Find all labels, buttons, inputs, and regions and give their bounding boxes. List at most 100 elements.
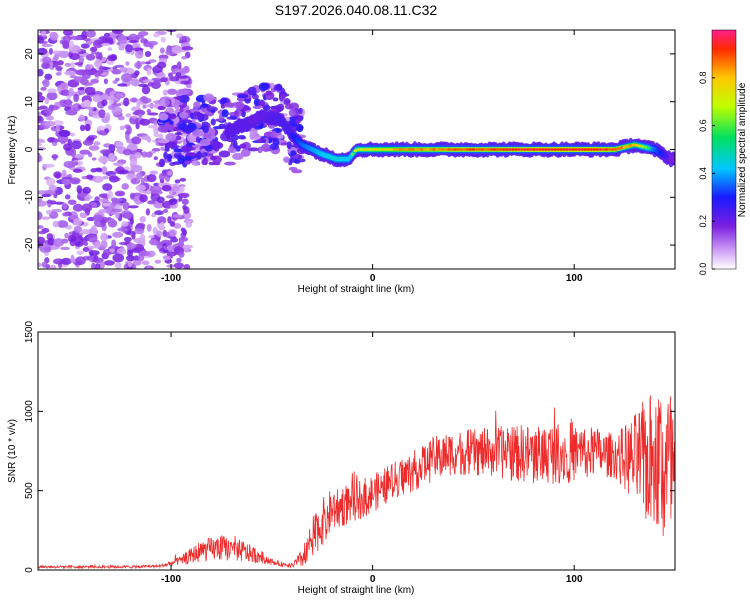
noise-blob [99, 208, 107, 213]
noise-blob [57, 85, 63, 93]
transition-blob [288, 161, 293, 166]
noise-blob [146, 109, 152, 114]
noise-blob [73, 93, 80, 103]
noise-blob [48, 211, 59, 219]
noise-blob [40, 86, 47, 91]
noise-blob [105, 37, 114, 42]
noise-blob [102, 183, 113, 191]
noise-blob [158, 133, 164, 140]
noise-blob [108, 175, 120, 183]
noise-blob [62, 178, 70, 186]
ridge-peak [393, 148, 397, 151]
noise-blob [112, 253, 125, 263]
noise-blob [139, 233, 146, 242]
noise-blob [148, 59, 157, 63]
ridge-peak [556, 148, 560, 151]
noise-blob [52, 138, 60, 143]
noise-blob [108, 152, 115, 161]
noise-blob [173, 223, 182, 229]
noise-blob [148, 239, 158, 245]
noise-blob [172, 185, 181, 192]
noise-blob [149, 170, 158, 175]
noise-blob [161, 184, 172, 192]
noise-blob [75, 256, 86, 266]
ridge-peak [417, 148, 421, 151]
noise-blob [160, 36, 166, 43]
noise-blob [147, 112, 159, 116]
noise-blob [93, 141, 101, 146]
noise-blob [136, 99, 141, 108]
transition-blob [292, 115, 303, 120]
snr-y-axis-label: SNR (10 * v/v) [7, 419, 18, 483]
noise-blob [64, 232, 69, 239]
ridge-peak [513, 148, 518, 151]
noise-blob [126, 125, 132, 135]
noise-blob [121, 183, 129, 190]
noise-blob [166, 88, 178, 95]
transition-blob [167, 114, 177, 120]
noise-blob [153, 132, 160, 138]
noise-blob [52, 50, 64, 55]
noise-blob [134, 152, 142, 159]
transition-blob [286, 141, 292, 150]
noise-blob [138, 83, 149, 88]
noise-blob [167, 170, 173, 176]
noise-blob [49, 31, 59, 41]
noise-blob [98, 198, 109, 202]
ridge-peak [610, 148, 615, 151]
noise-blob [146, 137, 152, 143]
transition-blob [210, 118, 216, 126]
ridge-peak [389, 148, 394, 151]
noise-blob [170, 237, 179, 243]
transition-blob [269, 143, 280, 151]
ridge-core [664, 154, 669, 160]
transition-blob [172, 161, 183, 165]
transition-blob [288, 108, 297, 117]
ridge-band [672, 154, 675, 164]
noise-blob [92, 175, 104, 183]
noise-blob [150, 81, 161, 90]
transition-blob [261, 139, 266, 144]
transition-blob [202, 132, 213, 139]
colorbar-label: Normalized spectral amplitude [737, 82, 748, 217]
noise-blob [179, 177, 187, 182]
noise-blob [83, 38, 90, 42]
noise-blob [117, 227, 128, 232]
ridge-peak [535, 148, 539, 151]
spectrogram-x-axis-label: Height of straight line (km) [298, 284, 415, 295]
ridge-peak [402, 148, 406, 151]
noise-blob [61, 169, 67, 177]
noise-blob [129, 97, 139, 103]
noise-blob [86, 174, 94, 180]
noise-blob [174, 179, 181, 184]
noise-blob [81, 203, 93, 213]
noise-blob [181, 198, 189, 205]
y-tick-label: -10 [24, 190, 35, 205]
noise-blob [159, 221, 165, 230]
noise-blob [130, 177, 141, 185]
noise-blob [168, 72, 174, 78]
noise-blob [135, 184, 146, 192]
ridge-peak [529, 148, 533, 151]
noise-blob [178, 239, 184, 248]
transition-blob [193, 101, 201, 109]
noise-blob [64, 70, 76, 76]
transition-blob [202, 125, 209, 134]
noise-blob [38, 106, 44, 111]
ridge-peak [523, 148, 527, 151]
colorbar-tick-label: 0.2 [698, 215, 708, 228]
transition-blob [157, 139, 170, 144]
noise-blob [169, 198, 178, 205]
transition-blob [224, 161, 236, 166]
noise-blob [181, 55, 188, 60]
noise-blob [167, 216, 172, 224]
ridge-peak [604, 148, 609, 151]
noise-blob [124, 213, 132, 219]
noise-blob [130, 50, 135, 55]
colorbar-tick-label: 0.6 [698, 119, 708, 132]
noise-blob [101, 166, 108, 175]
noise-blob [84, 197, 90, 202]
noise-blob [99, 149, 112, 155]
noise-blob [112, 66, 118, 70]
